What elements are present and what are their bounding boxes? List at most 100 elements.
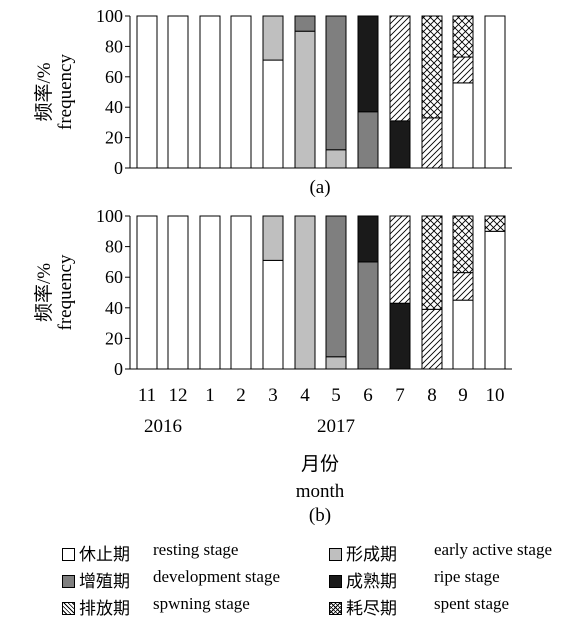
legend-label-zh: 休止期	[79, 545, 130, 564]
legend-label-en: spent stage	[434, 594, 510, 613]
bar-segment	[230, 15, 252, 169]
bar-segment	[452, 56, 474, 84]
bar-segment	[389, 302, 411, 370]
bar-segment	[262, 59, 284, 169]
y-axis-label-zh: 频率/%	[33, 263, 55, 322]
y-tick-label: 20	[105, 128, 123, 148]
legend-swatch-development	[62, 575, 75, 588]
bar-segment	[262, 259, 284, 370]
y-tick-label: 100	[96, 206, 123, 226]
y-axis-label-zh: 频率/%	[33, 62, 55, 121]
bar-segment	[484, 230, 506, 370]
y-tick-label: 80	[105, 237, 123, 257]
panel-label: (b)	[309, 505, 331, 526]
legend-label-en: spwning stage	[153, 594, 250, 613]
x-tick-label: 11	[138, 385, 156, 406]
bar-segment	[357, 15, 379, 113]
bar-segment	[452, 15, 474, 58]
year-label: 2016	[144, 416, 182, 437]
legend-label-en: resting stage	[153, 540, 239, 559]
bar-segment	[230, 215, 252, 370]
y-tick-label: 0	[114, 158, 123, 178]
bar-segment	[484, 15, 506, 169]
y-tick-label: 80	[105, 36, 123, 56]
bar-segment	[452, 215, 474, 274]
y-tick-label: 60	[105, 67, 123, 87]
y-tick-label: 60	[105, 267, 123, 287]
y-axis-label-en: frequency	[55, 254, 76, 330]
x-tick-label: 6	[363, 385, 373, 406]
y-axis-label-en: frequency	[55, 54, 76, 130]
y-tick-label: 40	[105, 298, 123, 318]
bar-segment	[167, 215, 189, 370]
legend-swatch-resting	[62, 548, 75, 561]
legend-item-resting: 休止期 resting stage	[62, 540, 238, 565]
bar-segment	[484, 215, 506, 232]
legend-swatch-spawning	[62, 602, 75, 615]
x-tick-label: 12	[169, 385, 188, 406]
legend-label-zh: 形成期	[346, 545, 397, 564]
panel-label: (a)	[309, 177, 330, 198]
legend-label-zh: 排放期	[79, 599, 130, 618]
legend-label-en: early active stage	[434, 540, 552, 559]
bar-segment	[199, 215, 221, 370]
y-tick-label: 100	[96, 6, 123, 26]
legend-label-en: ripe stage	[434, 567, 500, 586]
x-axis-label-en: month	[296, 481, 345, 502]
legend-item-spawning: 排放期 spwning stage	[62, 594, 250, 619]
bar-segment	[389, 15, 411, 122]
x-tick-label: 9	[458, 385, 468, 406]
bar-segment	[452, 299, 474, 370]
bar-segment	[136, 215, 158, 370]
x-axis-label-zh: 月份	[301, 453, 339, 475]
bar-segment	[325, 215, 347, 358]
bar-segment	[421, 308, 443, 370]
x-tick-label: 2	[236, 385, 246, 406]
y-tick-label: 20	[105, 328, 123, 348]
bar-segment	[389, 120, 411, 169]
bar-segment	[262, 15, 284, 61]
bar-segment	[199, 15, 221, 169]
legend-label-zh: 耗尽期	[346, 599, 397, 618]
bar-segment	[325, 356, 347, 370]
x-tick-label: 10	[486, 385, 505, 406]
y-tick-label: 40	[105, 97, 123, 117]
bar-segment	[421, 215, 443, 310]
x-tick-label: 4	[300, 385, 310, 406]
legend-swatch-spent	[329, 602, 342, 615]
legend-label-zh: 成熟期	[346, 572, 397, 591]
legend-item-ripe: 成熟期 ripe stage	[329, 567, 500, 592]
bar-segment	[389, 215, 411, 304]
bar-segment	[325, 149, 347, 169]
panel-a: 0 20 40 60 80 100 频率/% frequency (a)	[33, 6, 512, 198]
bar-segment	[325, 15, 347, 151]
legend-label-en: development stage	[153, 567, 280, 586]
bar-segment	[262, 215, 284, 261]
x-tick-label: 5	[331, 385, 341, 406]
bar-segment	[452, 82, 474, 169]
legend-item-early-active: 形成期 early active stage	[329, 540, 552, 565]
bar-segment	[294, 15, 316, 32]
bar-segment	[421, 15, 443, 119]
x-tick-label: 1	[205, 385, 215, 406]
bar-segment	[357, 261, 379, 370]
legend-swatch-ripe	[329, 575, 342, 588]
legend-item-development: 增殖期 development stage	[62, 567, 280, 592]
legend-swatch-early-active	[329, 548, 342, 561]
bar-segment	[136, 15, 158, 169]
bar-segment	[357, 111, 379, 169]
bar-segment	[294, 30, 316, 169]
bar-segment	[294, 215, 316, 370]
bar-segment	[167, 15, 189, 169]
year-label: 2017	[317, 416, 355, 437]
x-tick-label: 3	[268, 385, 278, 406]
bar-segment	[452, 272, 474, 301]
legend-label-zh: 增殖期	[79, 572, 130, 591]
bar-segment	[357, 215, 379, 263]
bar-segment	[421, 117, 443, 169]
legend-item-spent: 耗尽期 spent stage	[329, 594, 509, 619]
y-tick-label: 0	[114, 359, 123, 379]
x-tick-label: 8	[427, 385, 437, 406]
